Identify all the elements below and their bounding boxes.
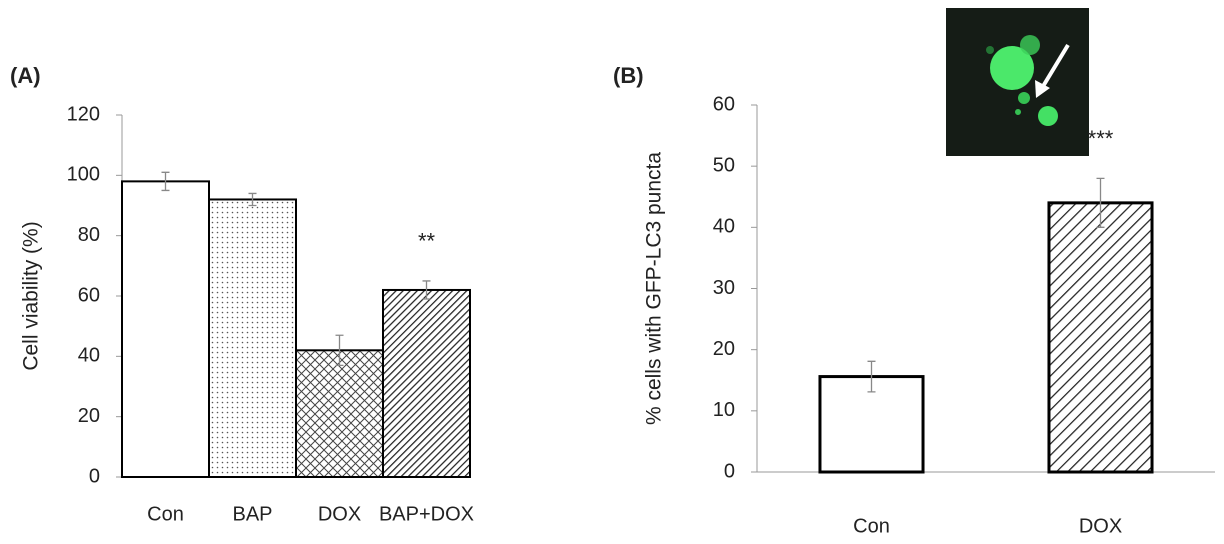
error-bar	[248, 192, 257, 207]
y-tick-label: 30	[713, 277, 735, 299]
y-axis-label: % cells with GFP-LC3 puncta	[643, 152, 666, 425]
y-axis-label: Cell viability (%)	[20, 221, 43, 370]
y-tick-label: 0	[724, 460, 735, 482]
x-tick-label: Con	[147, 503, 184, 525]
panel-title: (A)	[10, 63, 41, 88]
y-tick-label: 80	[78, 224, 100, 246]
y-tick-label: 20	[713, 338, 735, 360]
bar	[208, 198, 297, 478]
x-tick-label: DOX	[1079, 515, 1122, 537]
x-tick-label: BAP+DOX	[379, 503, 474, 525]
bar	[121, 180, 210, 478]
error-bar	[161, 171, 170, 192]
error-bar	[1096, 177, 1105, 228]
bar	[382, 288, 471, 479]
error-bar	[335, 334, 344, 367]
y-tick-label: 10	[713, 399, 735, 421]
x-tick-label: Con	[853, 515, 890, 537]
x-tick-label: BAP	[232, 503, 272, 525]
error-bar	[422, 280, 431, 300]
significance-label: **	[418, 229, 436, 254]
y-tick-label: 60	[78, 284, 100, 306]
x-tick-label: DOX	[318, 503, 361, 525]
y-tick-label: 40	[78, 345, 100, 367]
micrograph	[946, 8, 1089, 156]
error-bar	[867, 360, 876, 393]
bar	[295, 349, 384, 478]
y-tick-label: 50	[713, 154, 735, 176]
y-tick-label: 100	[67, 164, 100, 186]
y-tick-label: 20	[78, 405, 100, 427]
significance-label: ***	[1088, 126, 1114, 151]
panel-title: (B)	[613, 63, 644, 88]
bar	[1047, 201, 1154, 474]
y-tick-label: 120	[67, 103, 100, 125]
y-tick-label: 0	[89, 465, 100, 487]
y-tick-label: 40	[713, 216, 735, 238]
y-tick-label: 60	[713, 93, 735, 115]
